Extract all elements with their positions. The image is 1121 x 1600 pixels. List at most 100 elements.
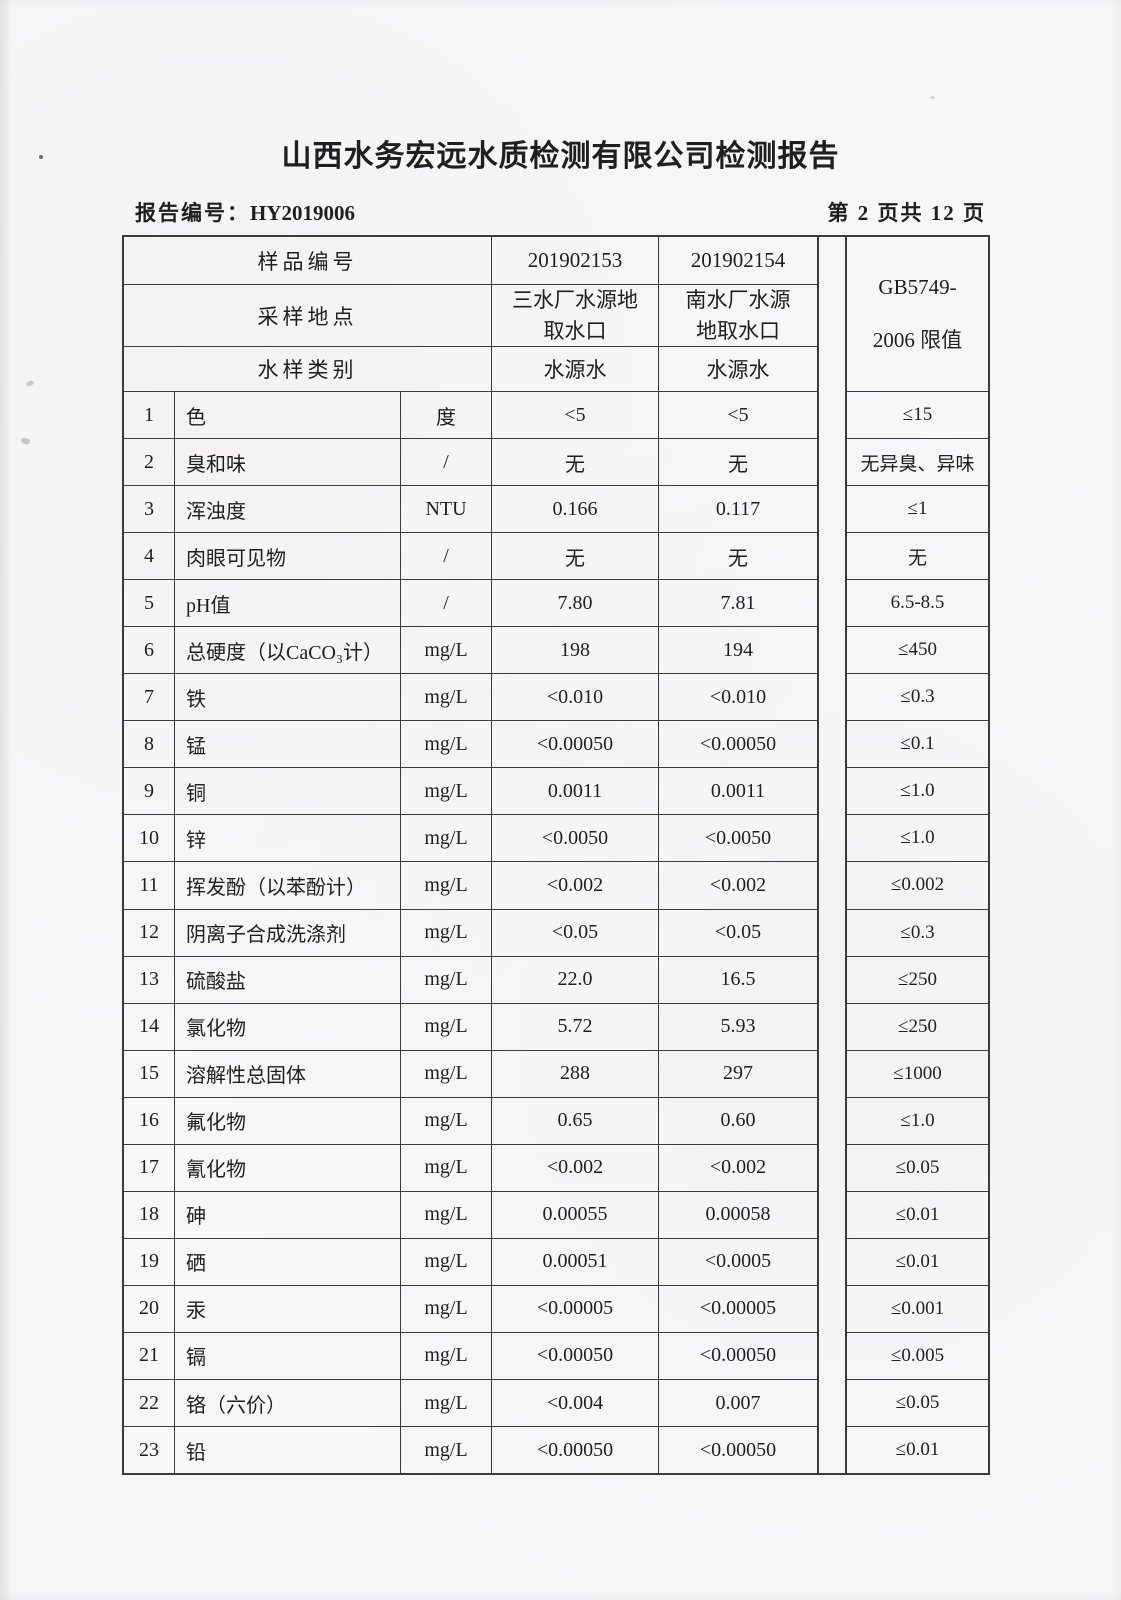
limit-header-line2: 2006 限值 — [872, 327, 963, 352]
scan-speck — [20, 436, 31, 446]
parameter-cell: 溶解性总固体 — [175, 1050, 401, 1097]
main-table: 样品编号 201902153 201902154 采样地点 三水厂水源地 取水口… — [122, 235, 819, 1475]
table-row: 16 氟化物 mg/L 0.65 0.60 — [124, 1097, 817, 1145]
limit-row: ≤1000 — [847, 1051, 988, 1098]
unit-cell: / — [401, 580, 492, 627]
limit-row: ≤0.01 — [847, 1427, 988, 1473]
unit-cell: mg/L — [401, 1285, 492, 1332]
row-number-cell: 19 — [124, 1238, 175, 1285]
unit-cell: mg/L — [401, 768, 492, 815]
limit-value-cell: ≤0.1 — [900, 733, 935, 755]
unit-cell: mg/L — [401, 674, 492, 721]
parameter-cell: 锌 — [175, 815, 401, 862]
unit-cell: mg/L — [401, 721, 492, 768]
limit-value-cell: ≤0.002 — [890, 874, 945, 896]
limit-value-cell: ≤0.01 — [895, 1250, 940, 1272]
header-sample2-type: 水源水 — [706, 358, 770, 382]
limit-column-body: ≤15 无异臭、异味 ≤1 无 6.5-8.5 ≤450 ≤0.3 ≤0.1 ≤… — [847, 392, 988, 1473]
row-number-cell: 21 — [124, 1332, 175, 1379]
parameter-cell: 氯化物 — [175, 1003, 401, 1050]
table-row: 19 硒 mg/L 0.00051 <0.0005 — [124, 1238, 817, 1286]
unit-cell: mg/L — [401, 862, 492, 909]
row-number-cell: 18 — [124, 1191, 175, 1238]
header-sample2-id: 201902154 — [690, 248, 786, 272]
sample1-value-cell: 0.00051 — [492, 1238, 659, 1285]
sample2-value-cell: <0.010 — [709, 685, 767, 708]
limit-row: ≤0.3 — [847, 910, 988, 957]
sample2-value-cell: 0.007 — [715, 1391, 761, 1414]
limit-header: GB5749- 2006 限值 — [847, 237, 988, 392]
sample2-value-cell: <0.002 — [709, 873, 767, 896]
row-number-cell: 9 — [124, 768, 175, 815]
limit-value-cell: ≤0.01 — [895, 1203, 940, 1225]
limit-value-cell: ≤1000 — [893, 1062, 942, 1084]
parameter-cell: 臭和味 — [175, 439, 401, 486]
row-number-cell: 13 — [124, 956, 175, 1003]
limit-row: ≤1.0 — [847, 815, 988, 863]
sample1-value-cell: 无 — [492, 439, 659, 486]
table-row: 13 硫酸盐 mg/L 22.0 16.5 — [124, 956, 817, 1004]
sample2-value-cell: 0.0011 — [710, 779, 766, 802]
header-row-sample-id: 样品编号 201902153 201902154 — [124, 237, 817, 285]
limit-value-cell: ≤15 — [902, 404, 933, 426]
row-number-cell: 12 — [124, 909, 175, 956]
sample1-value-cell: <0.00050 — [492, 1332, 659, 1379]
unit-cell: mg/L — [401, 956, 492, 1003]
table-row: 14 氯化物 mg/L 5.72 5.93 — [124, 1003, 817, 1051]
unit-cell: mg/L — [401, 1332, 492, 1379]
sample1-value-cell: <0.002 — [492, 1144, 659, 1191]
sample2-value-cell: 194 — [723, 638, 753, 661]
table-row: 21 镉 mg/L <0.00050 <0.00050 — [124, 1332, 817, 1380]
limit-column: GB5749- 2006 限值 ≤15 无异臭、异味 ≤1 无 6.5-8.5 … — [845, 235, 990, 1475]
limit-row: 6.5-8.5 — [847, 580, 988, 628]
limit-row: ≤0.01 — [847, 1192, 988, 1239]
limit-row: ≤15 — [847, 392, 988, 440]
limit-row: ≤0.1 — [847, 721, 988, 769]
limit-row: ≤0.002 — [847, 862, 988, 910]
row-number-cell: 7 — [124, 674, 175, 721]
row-number-cell: 17 — [124, 1144, 175, 1191]
limit-row: ≤0.05 — [847, 1380, 988, 1428]
parameter-cell: 浑浊度 — [175, 486, 401, 533]
row-number-cell: 6 — [124, 627, 175, 674]
limit-value-cell: ≤0.001 — [890, 1297, 945, 1319]
unit-cell: mg/L — [401, 1003, 492, 1050]
results-table: 样品编号 201902153 201902154 采样地点 三水厂水源地 取水口… — [122, 235, 990, 1475]
table-row: 7 铁 mg/L <0.010 <0.010 — [124, 674, 817, 722]
limit-row: ≤0.005 — [847, 1333, 988, 1380]
limit-value-cell: ≤0.05 — [895, 1156, 940, 1178]
parameter-cell: 锰 — [175, 721, 401, 768]
limit-row: ≤0.3 — [847, 674, 988, 722]
unit-cell: mg/L — [401, 815, 492, 862]
parameter-cell: 氟化物 — [175, 1097, 401, 1144]
table-row: 3 浑浊度 NTU 0.166 0.117 — [124, 486, 817, 534]
parameter-cell: 肉眼可见物 — [175, 533, 401, 580]
sample2-value-cell: 无 — [728, 547, 748, 570]
limit-value-cell: ≤1.0 — [900, 827, 935, 849]
limit-row: ≤0.001 — [847, 1286, 988, 1333]
header-sample1-type: 水源水 — [492, 347, 659, 391]
unit-cell: 度 — [401, 392, 492, 439]
unit-cell: mg/L — [401, 1191, 492, 1238]
row-number-cell: 10 — [124, 815, 175, 862]
sample2-value-cell: <0.00005 — [699, 1297, 777, 1320]
sample2-value-cell: <0.00050 — [699, 1438, 777, 1461]
sample1-value-cell: <0.002 — [492, 862, 659, 909]
parameter-cell: 硫酸盐 — [175, 956, 401, 1003]
sample2-value-cell: <0.0005 — [704, 1250, 772, 1273]
parameter-cell: 铅 — [175, 1427, 401, 1474]
unit-cell: mg/L — [401, 909, 492, 956]
unit-cell: mg/L — [401, 627, 492, 674]
sample2-value-cell: <0.05 — [714, 921, 762, 944]
unit-cell: mg/L — [401, 1050, 492, 1097]
sample2-value-cell: 0.117 — [715, 497, 761, 520]
parameter-cell: 铜 — [175, 768, 401, 815]
table-row: 9 铜 mg/L 0.0011 0.0011 — [124, 768, 817, 816]
row-number-cell: 1 — [124, 392, 175, 439]
table-row: 6 总硬度（以CaCO₃计） mg/L 198 194 — [124, 627, 817, 675]
row-number-cell: 2 — [124, 439, 175, 486]
header-sample-id-label: 样品编号 — [124, 237, 492, 284]
limit-value-cell: ≤1.0 — [900, 780, 935, 802]
table-gap-strip — [819, 235, 845, 1475]
